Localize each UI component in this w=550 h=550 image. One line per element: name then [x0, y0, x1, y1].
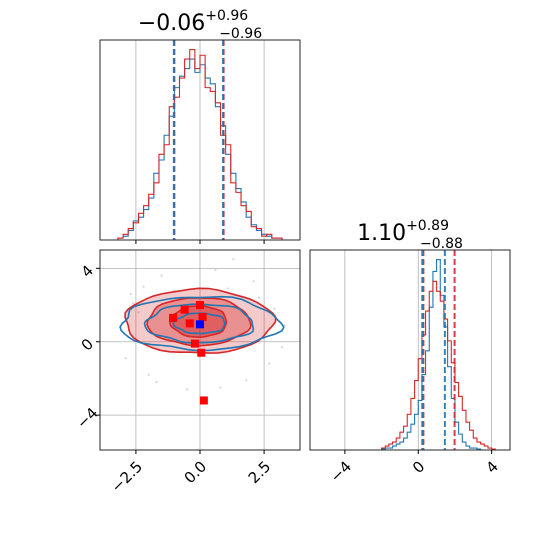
joint-sample-point [124, 357, 127, 360]
joint-sample-points [119, 257, 286, 391]
joint-x-tick-label: 0.0 [181, 458, 211, 488]
joint-marker-red [198, 312, 207, 321]
joint-sample-point [268, 362, 271, 365]
joint-sample-point [219, 386, 222, 389]
histogram-1-title-main: −0.06 [138, 11, 205, 36]
joint-marker-red [180, 305, 189, 314]
joint-x-tick-label: 2.5 [245, 458, 275, 488]
joint-contour-blue [143, 303, 255, 344]
histogram-2-x-tick-label: −4 [327, 458, 355, 486]
histogram-2-title-sub: −0.88 [420, 236, 463, 252]
joint-marker-blue [196, 320, 204, 329]
joint-sample-point [137, 311, 140, 314]
histogram-2-title-sup: +0.89 [406, 218, 449, 234]
joint-y-tick-label: 0 [78, 335, 97, 354]
histogram-1-ticks [135, 240, 265, 244]
joint-x-tick-label: −2.5 [108, 458, 146, 496]
joint-sample-point [273, 307, 276, 310]
joint-sample-point [252, 279, 256, 283]
histogram-1-series-red [117, 48, 283, 240]
joint-sample-point [129, 292, 132, 296]
joint-sample-point [283, 324, 286, 327]
joint-sample-point [147, 373, 150, 376]
histogram-1-title: −0.06+0.96 −0.96 [138, 8, 262, 42]
joint-marker-red [197, 348, 206, 357]
marginal-histogram-param-2: −4 0 4 1.10+0.89 −0.88 [309, 218, 511, 486]
joint-y-tick-label: 4 [78, 262, 97, 281]
joint-marker-red [169, 313, 178, 322]
joint-sample-point [244, 379, 248, 382]
joint-contour-blue [172, 312, 226, 335]
joint-marker-red [185, 319, 194, 328]
histogram-2-series [381, 258, 496, 450]
histogram-2-x-tick-label: 4 [482, 458, 501, 477]
joint-contours-blue [119, 295, 285, 352]
joint-sample-point [142, 285, 145, 288]
histogram-2-title: 1.10+0.89 −0.88 [357, 218, 463, 252]
marginal-histogram-param-1: −0.06+0.96 −0.96 [99, 8, 301, 244]
histogram-1-series [117, 48, 283, 240]
histogram-2-frame [309, 249, 511, 451]
joint-y-tick-label: −4 [73, 404, 101, 432]
joint-distribution-panel: −2.5 0.0 2.5 −4 0 4 [73, 249, 301, 496]
joint-sample-point [185, 388, 189, 391]
histogram-2-grid [344, 250, 493, 450]
joint-sample-point [232, 257, 235, 261]
histogram-1-title-sup: +0.96 [205, 8, 248, 24]
histogram-2-ticks: −4 0 4 [327, 450, 502, 486]
joint-sample-point [155, 380, 158, 384]
histogram-2-x-tick-label: 0 [409, 458, 428, 477]
joint-contour-blue [119, 295, 285, 352]
histogram-1-title-sub: −0.96 [219, 26, 262, 42]
joint-sample-point [257, 296, 261, 299]
joint-marker-red [199, 396, 208, 405]
histogram-2-series-red [381, 280, 496, 450]
joint-sample-point [214, 268, 217, 272]
histogram-1-quantile-lines [172, 40, 225, 240]
histogram-1-grid [135, 40, 265, 240]
joint-sample-point [227, 287, 230, 290]
joint-marker-red [196, 301, 204, 310]
histogram-2-quantile-lines [421, 250, 456, 450]
joint-sample-point [160, 274, 163, 277]
histogram-2-title-main: 1.10 [357, 221, 406, 246]
joint-marker-red [190, 339, 199, 348]
joint-sample-point [132, 302, 135, 305]
histogram-2-series-blue [381, 258, 496, 450]
joint-markers [169, 301, 208, 405]
joint-sample-point [280, 346, 284, 349]
